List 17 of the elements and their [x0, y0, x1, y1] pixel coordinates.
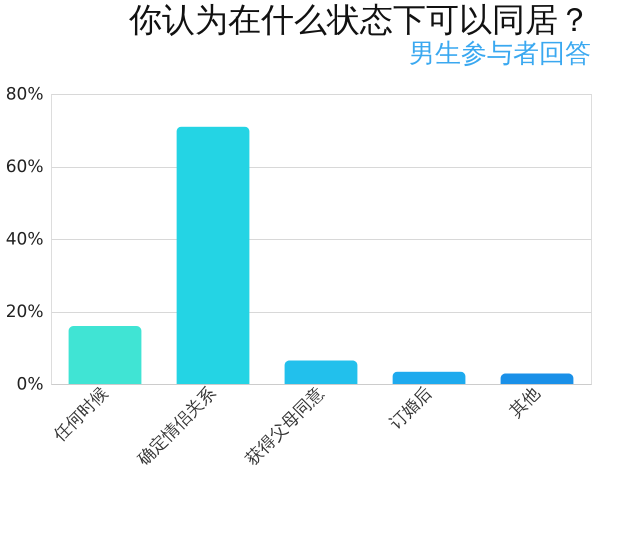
- x-tick-label: 订婚后: [386, 383, 436, 434]
- y-tick-label: 60%: [6, 157, 44, 177]
- y-tick-label: 20%: [6, 302, 44, 322]
- y-tick-label: 0%: [16, 374, 44, 394]
- x-tick-label: 其他: [506, 383, 544, 422]
- bar: [500, 373, 574, 384]
- bar: [68, 326, 142, 384]
- x-tick-label: 确定情侣关系: [133, 383, 220, 470]
- y-tick-label: 80%: [6, 84, 44, 104]
- y-tick-label: 40%: [6, 230, 44, 250]
- bar: [176, 126, 250, 384]
- x-tick-label: 获得父母同意: [242, 383, 328, 470]
- chart-subtitle: 男生参与者回答: [409, 39, 591, 69]
- chart-title: 你认为在什么状态下可以同居？: [128, 0, 591, 39]
- bar: [392, 372, 466, 384]
- x-tick-label: 任何时候: [49, 383, 112, 446]
- bar: [284, 360, 358, 384]
